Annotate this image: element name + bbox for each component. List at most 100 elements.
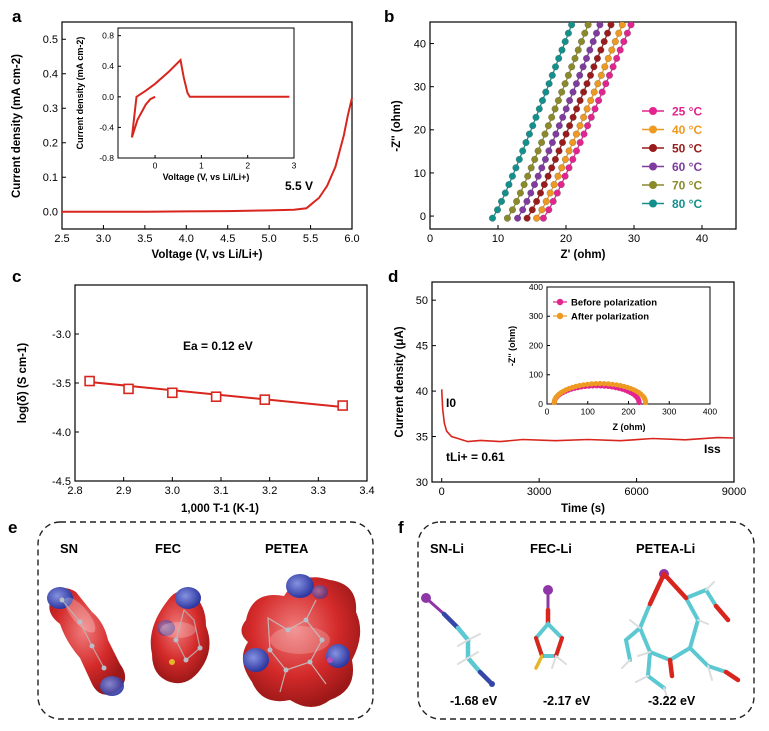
panel-c-ylabel: log(δ) (S cm-1) [17,343,29,424]
panel-f-letter: f [398,518,404,537]
panel-b-point [575,5,582,12]
panel-b-ticks: 0 10 20 30 40 0 10 20 30 40 [414,38,708,245]
panel-b-point [597,46,605,54]
panel-c-point [259,394,271,405]
panel-c-point [123,383,134,395]
panel-b-series-5 [489,5,582,222]
panel-b-point [552,130,560,138]
panel-b-point [544,172,552,180]
panel-b-point [580,88,588,96]
panel-c-points [84,375,348,411]
panel-d-xtick-label: 9000 [722,486,746,498]
panel-b-point [533,214,541,222]
panel-b-point [572,130,580,138]
panel-b-point [513,197,521,205]
panel-b-point [601,63,609,71]
legend-label: 80 °C [672,197,702,211]
panel-b-point [561,38,569,46]
panel-d-inset-point [580,382,587,388]
panel-b-point [615,5,622,12]
panel-b-point [608,46,616,54]
mol-petea-esp-surface [241,574,361,707]
panel-a-ytick-label: 0.4 [43,69,58,81]
panel-d-iss-label: Iss [704,442,721,456]
inset-legend-label: Before polarization [571,298,657,309]
panel-c-xlabel: 1,000 T-1 (K-1) [181,503,259,515]
panel-b-point [545,147,553,155]
panel-b-point [524,172,532,180]
panel-b-point [590,63,598,71]
panel-d-inset-ytick-label: 0 [538,399,543,409]
panel-b-point [538,139,546,146]
panel-d-curve [440,389,735,443]
panel-f: f SN-Li FEC-Li PETEA-Li [398,518,755,720]
panel-c-ytick-label: -4.0 [52,427,71,439]
panel-c-letter: c [12,267,21,286]
mol-petea-li-label: PETEA-Li [636,541,695,556]
panel-d-ytick-label: 45 [416,340,428,352]
panel-b-point [520,181,528,189]
panel-b-point [616,46,624,54]
panel-b: b 0 10 20 30 40 0 10 20 30 40 25 °C 40 °C 50 °C 60 °… [384,5,737,261]
panel-c-point [167,387,178,399]
panel-b-point [523,197,531,205]
panel-b-xtick-label: 20 [560,233,572,245]
panel-c-point [337,400,348,411]
panel-b-point [555,54,563,62]
panel-d-inset-xtick-label: 100 [581,407,595,417]
panel-c-point [84,375,95,387]
panel-b-point [537,189,544,197]
panel-d-inset-ytick-label: 100 [529,370,543,380]
panel-b-point [576,122,584,130]
panel-a-inset-xtick-label: 1 [199,161,204,171]
panel-b-point [566,122,574,130]
panel-b-point [558,88,566,96]
panel-b-point [546,189,554,197]
panel-b-point [584,122,592,130]
panel-b-point [529,122,537,130]
panel-d-inset-point [597,380,603,387]
panel-e: e SN FEC PETEA [8,518,374,720]
panel-b-point [590,88,598,96]
panel-b-point [558,46,566,54]
panel-b-point [553,189,561,197]
panel-b-point [531,155,539,163]
panel-d-ytick-label: 35 [416,431,428,443]
panel-c-frame [74,284,368,482]
panel-a-ytick-label: 0.3 [43,103,58,115]
panel-b-point [606,71,613,79]
panel-a-inset-ytick-label: -0.4 [99,122,114,132]
panel-b-point [627,22,635,29]
panel-b-xtick-label: 40 [696,233,708,245]
panel-c-xtick-label: 2.9 [116,485,131,497]
panel-b-point [549,197,557,205]
panel-b-point [566,97,574,104]
panel-a-inset-xlabel: Voltage (V, vs Li/Li+) [163,172,250,182]
legend-marker [649,199,657,208]
panel-d-inset-point [643,399,649,406]
panel-b-ytick-label: 20 [414,125,426,137]
panel-b-point [562,105,570,113]
panel-d-inset-ylabel: -Z'' (ohm) [507,326,517,366]
panel-b-point [572,13,579,20]
panel-c-annotation: Ea = 0.12 eV [183,339,253,353]
panel-a-annotation: 5.5 V [285,179,313,193]
panel-a-ytick-label: 0.5 [43,34,58,46]
panel-c-xtick-label: 3.3 [311,485,326,497]
panel-a-letter: a [12,7,22,26]
panel-c-ytick-label: -4.5 [52,476,71,488]
mol-fec-li-energy: -2.17 eV [543,694,591,708]
panel-b-xtick-label: 30 [628,233,640,245]
mol-sn-li-label: SN-Li [430,541,464,556]
panel-b-point [561,155,569,163]
panel-a-ytick-label: 0.0 [43,207,58,219]
mol-fec-esp-surface [150,587,210,684]
panel-b-point [515,155,523,163]
panel-b-point [581,29,589,37]
panel-b-point [564,71,572,79]
panel-b-point [498,197,505,205]
panel-b-point [594,80,602,88]
panel-b-point [623,29,631,37]
panel-b-point [508,172,516,180]
panel-d-inset-xtick-label: 400 [703,407,717,417]
